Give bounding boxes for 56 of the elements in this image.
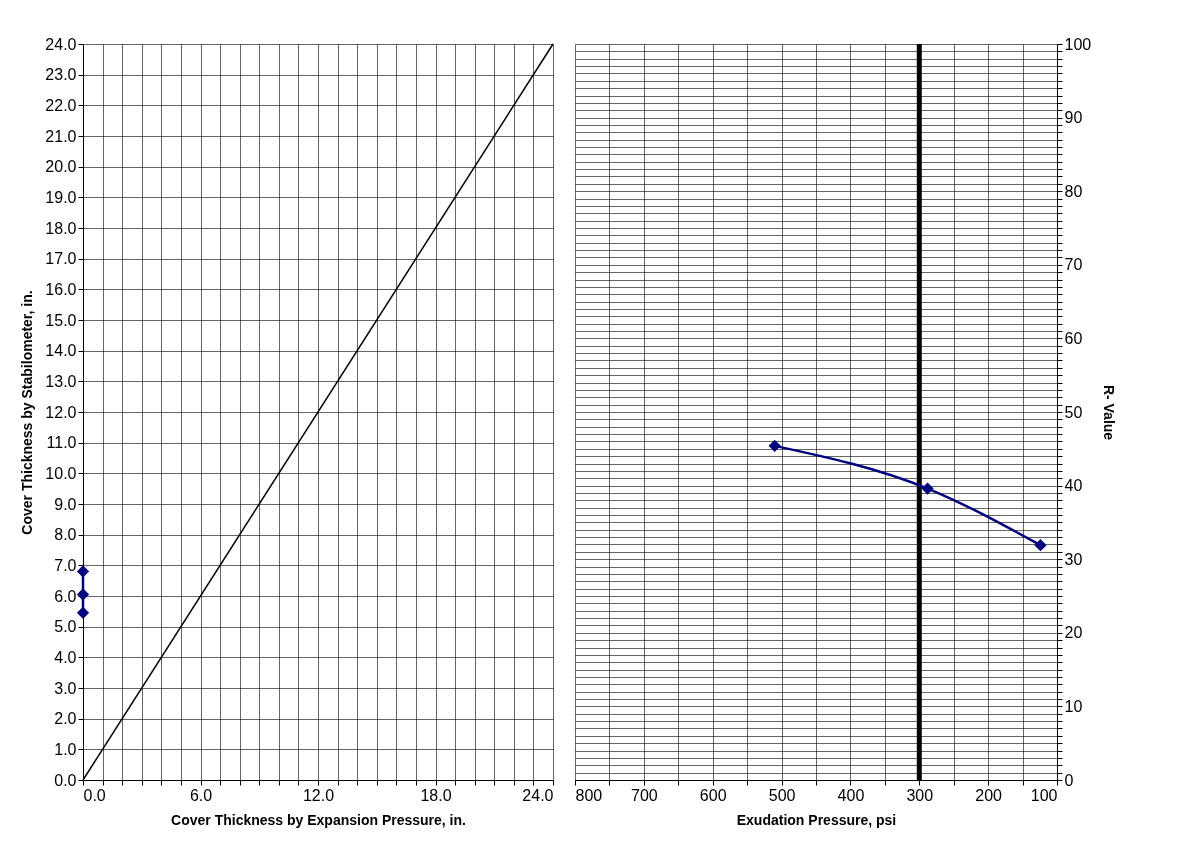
x-tick-label: 500 (768, 786, 796, 804)
point (76, 606, 90, 619)
y-tick-label: 17.0 (45, 250, 77, 268)
y-tick-label: 0 (1064, 771, 1074, 789)
y-tick-label: 0.0 (54, 771, 77, 789)
y-tick-label: 20 (1064, 624, 1083, 642)
x-tick-label: 100 (1030, 786, 1058, 804)
x-tick-label: 18.0 (420, 786, 452, 804)
y-tick-label: 22.0 (45, 96, 77, 114)
y-tick-label: 10.0 (45, 464, 77, 482)
y-axis-title: R- Value (1101, 384, 1118, 441)
y-tick-label: 15.0 (45, 311, 77, 329)
x-axis-title: Exudation Pressure, psi (736, 811, 897, 828)
y-tick-label: 18.0 (45, 219, 77, 237)
y-tick-label: 12.0 (45, 403, 77, 421)
y-tick-label: 21.0 (45, 127, 77, 145)
x-tick-label: 6.0 (189, 786, 213, 804)
point (76, 565, 90, 578)
x-tick-label: 300 (906, 786, 934, 804)
y-tick-label: 5.0 (54, 618, 77, 636)
y-tick-label: 50 (1064, 403, 1083, 421)
y-tick-label: 16.0 (45, 280, 77, 298)
y-axis-title: Cover Thickness by Stabilometer, in. (19, 290, 36, 535)
x-tick-label: 12.0 (302, 786, 335, 804)
y-tick-label: 60 (1064, 329, 1083, 347)
y-tick-label: 10 (1064, 697, 1083, 715)
y-tick-label: 24.0 (45, 35, 77, 53)
y-tick-label: 40 (1064, 477, 1083, 495)
x-tick-label: 700 (631, 786, 658, 804)
y-tick-label: 6.0 (54, 587, 77, 605)
y-tick-label: 23.0 (45, 66, 77, 84)
x-axis-title: Cover Thickness by Expansion Pressure, in. (171, 811, 466, 828)
y-tick-label: 14.0 (45, 342, 77, 360)
y-tick-label: 80 (1064, 182, 1083, 200)
y-tick-label: 100 (1064, 35, 1092, 53)
y-tick-label: 13.0 (45, 372, 77, 390)
y-tick-label: 3.0 (54, 679, 77, 697)
y-tick-label: 11.0 (46, 434, 77, 452)
y-tick-label: 7.0 (54, 556, 77, 574)
x-tick-label: 800 (575, 786, 603, 804)
y-tick-label: 1.0 (54, 740, 77, 758)
y-tick-label: 9.0 (54, 495, 77, 513)
y-tick-label: 20.0 (45, 158, 77, 176)
y-tick-label: 30 (1064, 550, 1083, 568)
y-tick-label: 4.0 (54, 648, 77, 666)
y-tick-label: 8.0 (54, 526, 77, 544)
point (76, 588, 90, 601)
y-tick-label: 90 (1064, 109, 1083, 127)
x-tick-label: 200 (975, 786, 1003, 804)
x-tick-label: 600 (699, 786, 727, 804)
x-tick-label: 24.0 (522, 786, 554, 804)
y-tick-label: 70 (1064, 256, 1083, 274)
y-tick-label: 2.0 (54, 710, 77, 728)
x-tick-label: 400 (837, 786, 865, 804)
x-tick-label: 0.0 (83, 786, 106, 804)
y-tick-label: 19.0 (45, 188, 77, 206)
